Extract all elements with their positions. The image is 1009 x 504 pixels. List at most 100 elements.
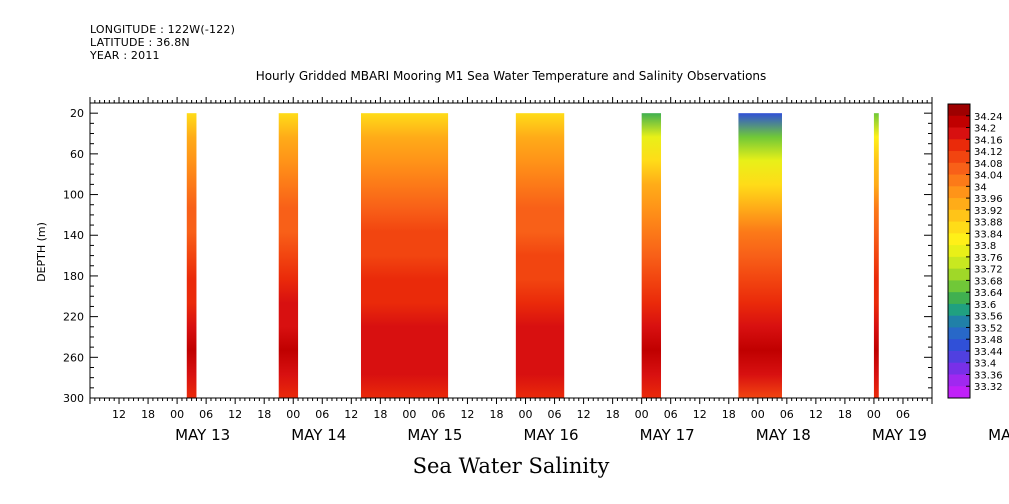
colorbar-swatch bbox=[948, 104, 970, 117]
colorbar-swatch bbox=[948, 292, 970, 305]
x-tick-label: 00 bbox=[867, 408, 881, 421]
colorbar-label: 33.92 bbox=[974, 206, 1003, 217]
x-day-label: MAY 18 bbox=[756, 426, 811, 444]
data-segment bbox=[738, 113, 782, 398]
colorbar-label: 34.16 bbox=[974, 135, 1003, 146]
x-day-label: MAY 20 bbox=[988, 426, 1009, 444]
colorbar-border bbox=[947, 103, 971, 399]
latitude-label: LATITUDE : 36.8N bbox=[90, 36, 190, 49]
x-tick-label: 12 bbox=[460, 408, 474, 421]
x-tick-label: 18 bbox=[373, 408, 387, 421]
colorbar-label: 33.52 bbox=[974, 323, 1003, 334]
colorbar-swatch bbox=[948, 362, 970, 375]
colorbar: 34.2434.234.1634.1234.0834.043433.9633.9… bbox=[947, 103, 1003, 399]
x-tick-label: 06 bbox=[199, 408, 213, 421]
x-tick-label: 18 bbox=[257, 408, 271, 421]
x-tick-label: 06 bbox=[896, 408, 910, 421]
longitude-label: LONGITUDE : 122W(-122) bbox=[90, 23, 236, 36]
x-tick-label: 12 bbox=[577, 408, 591, 421]
data-segment bbox=[515, 113, 565, 398]
x-tick-label: 00 bbox=[286, 408, 300, 421]
data-segments bbox=[186, 113, 879, 398]
colorbar-swatch bbox=[948, 245, 970, 258]
colorbar-swatch bbox=[948, 139, 970, 152]
colorbar-swatch bbox=[948, 256, 970, 270]
colorbar-label: 34 bbox=[974, 182, 987, 193]
colorbar-label: 33.56 bbox=[974, 312, 1003, 323]
colorbar-label: 33.48 bbox=[974, 335, 1003, 346]
x-tick-label: 12 bbox=[693, 408, 707, 421]
year-label: YEAR : 2011 bbox=[90, 49, 160, 62]
colorbar-swatch bbox=[948, 303, 970, 317]
colorbar-swatch bbox=[948, 151, 970, 164]
colorbar-swatch bbox=[948, 221, 970, 234]
colorbar-swatch bbox=[948, 268, 970, 281]
x-tick-label: 12 bbox=[344, 408, 358, 421]
data-segment bbox=[641, 113, 662, 398]
data-segment bbox=[360, 113, 449, 398]
plot-border bbox=[89, 102, 933, 399]
x-tick-label: 18 bbox=[141, 408, 155, 421]
y-tick-label: 180 bbox=[63, 270, 84, 283]
colorbar-swatch bbox=[948, 374, 970, 387]
y-tick-label: 260 bbox=[63, 351, 84, 364]
colorbar-swatch bbox=[948, 350, 970, 364]
y-tick-label: 140 bbox=[63, 229, 84, 242]
colorbar-label: 33.72 bbox=[974, 265, 1003, 276]
x-day-label: MAY 19 bbox=[872, 426, 927, 444]
colorbar-swatch bbox=[948, 127, 970, 140]
colorbar-label: 33.8 bbox=[974, 241, 996, 252]
x-day-label: MAY 17 bbox=[640, 426, 695, 444]
y-axis: 20 60 100 140 180 220 260 300 bbox=[63, 102, 932, 405]
x-axis-label: Sea Water Salinity bbox=[412, 454, 610, 478]
colorbar-swatch bbox=[948, 339, 970, 352]
data-segment bbox=[278, 113, 299, 398]
data-segment bbox=[873, 113, 879, 398]
x-tick-label: 12 bbox=[112, 408, 126, 421]
y-tick-label: 300 bbox=[63, 392, 84, 405]
x-tick-label: 06 bbox=[548, 408, 562, 421]
colorbar-label: 33.6 bbox=[974, 300, 996, 311]
x-tick-label: 00 bbox=[635, 408, 649, 421]
colorbar-swatch bbox=[948, 162, 970, 176]
colorbar-label: 33.44 bbox=[974, 347, 1003, 358]
colorbar-label: 33.64 bbox=[974, 288, 1003, 299]
colorbar-label: 33.68 bbox=[974, 276, 1003, 287]
y-tick-label: 20 bbox=[70, 107, 84, 120]
colorbar-swatch bbox=[948, 115, 970, 129]
y-axis-label: DEPTH (m) bbox=[35, 222, 48, 282]
chart-title: Hourly Gridded MBARI Mooring M1 Sea Wate… bbox=[255, 69, 767, 83]
colorbar-label: 34.08 bbox=[974, 159, 1003, 170]
x-tick-label: 18 bbox=[838, 408, 852, 421]
y-tick-label: 60 bbox=[70, 148, 84, 161]
colorbar-label: 33.96 bbox=[974, 194, 1003, 205]
x-tick-label: 18 bbox=[489, 408, 503, 421]
x-tick-label: 06 bbox=[664, 408, 678, 421]
y-tick-label: 100 bbox=[63, 189, 84, 202]
colorbar-label: 34.12 bbox=[974, 147, 1003, 158]
x-tick-label: 06 bbox=[780, 408, 794, 421]
colorbar-label: 34.24 bbox=[974, 112, 1003, 123]
colorbar-label: 34.2 bbox=[974, 124, 996, 135]
x-tick-label: 18 bbox=[606, 408, 620, 421]
colorbar-swatch bbox=[948, 386, 970, 399]
colorbar-label: 33.36 bbox=[974, 370, 1003, 381]
colorbar-label: 33.88 bbox=[974, 218, 1003, 229]
x-tick-label: 12 bbox=[228, 408, 242, 421]
colorbar-swatch bbox=[948, 209, 970, 223]
colorbar-swatch bbox=[948, 327, 970, 340]
colorbar-label: 33.32 bbox=[974, 382, 1003, 393]
x-day-label: MAY 15 bbox=[407, 426, 462, 444]
x-tick-label: 00 bbox=[402, 408, 416, 421]
x-tick-label: 18 bbox=[722, 408, 736, 421]
x-axis: 12 18 00 06 12 18 00 06 12 18 00 06 12 18 00 06 12 18 00 06… bbox=[89, 97, 1009, 444]
colorbar-label: 33.4 bbox=[974, 359, 996, 370]
y-tick-label: 220 bbox=[63, 311, 84, 324]
colorbar-label: 34.04 bbox=[974, 171, 1003, 182]
colorbar-swatch bbox=[948, 186, 970, 199]
plot-frame bbox=[89, 102, 933, 399]
data-segment bbox=[186, 113, 197, 398]
colorbar-swatch bbox=[948, 198, 970, 211]
colorbar-swatch bbox=[948, 315, 970, 328]
